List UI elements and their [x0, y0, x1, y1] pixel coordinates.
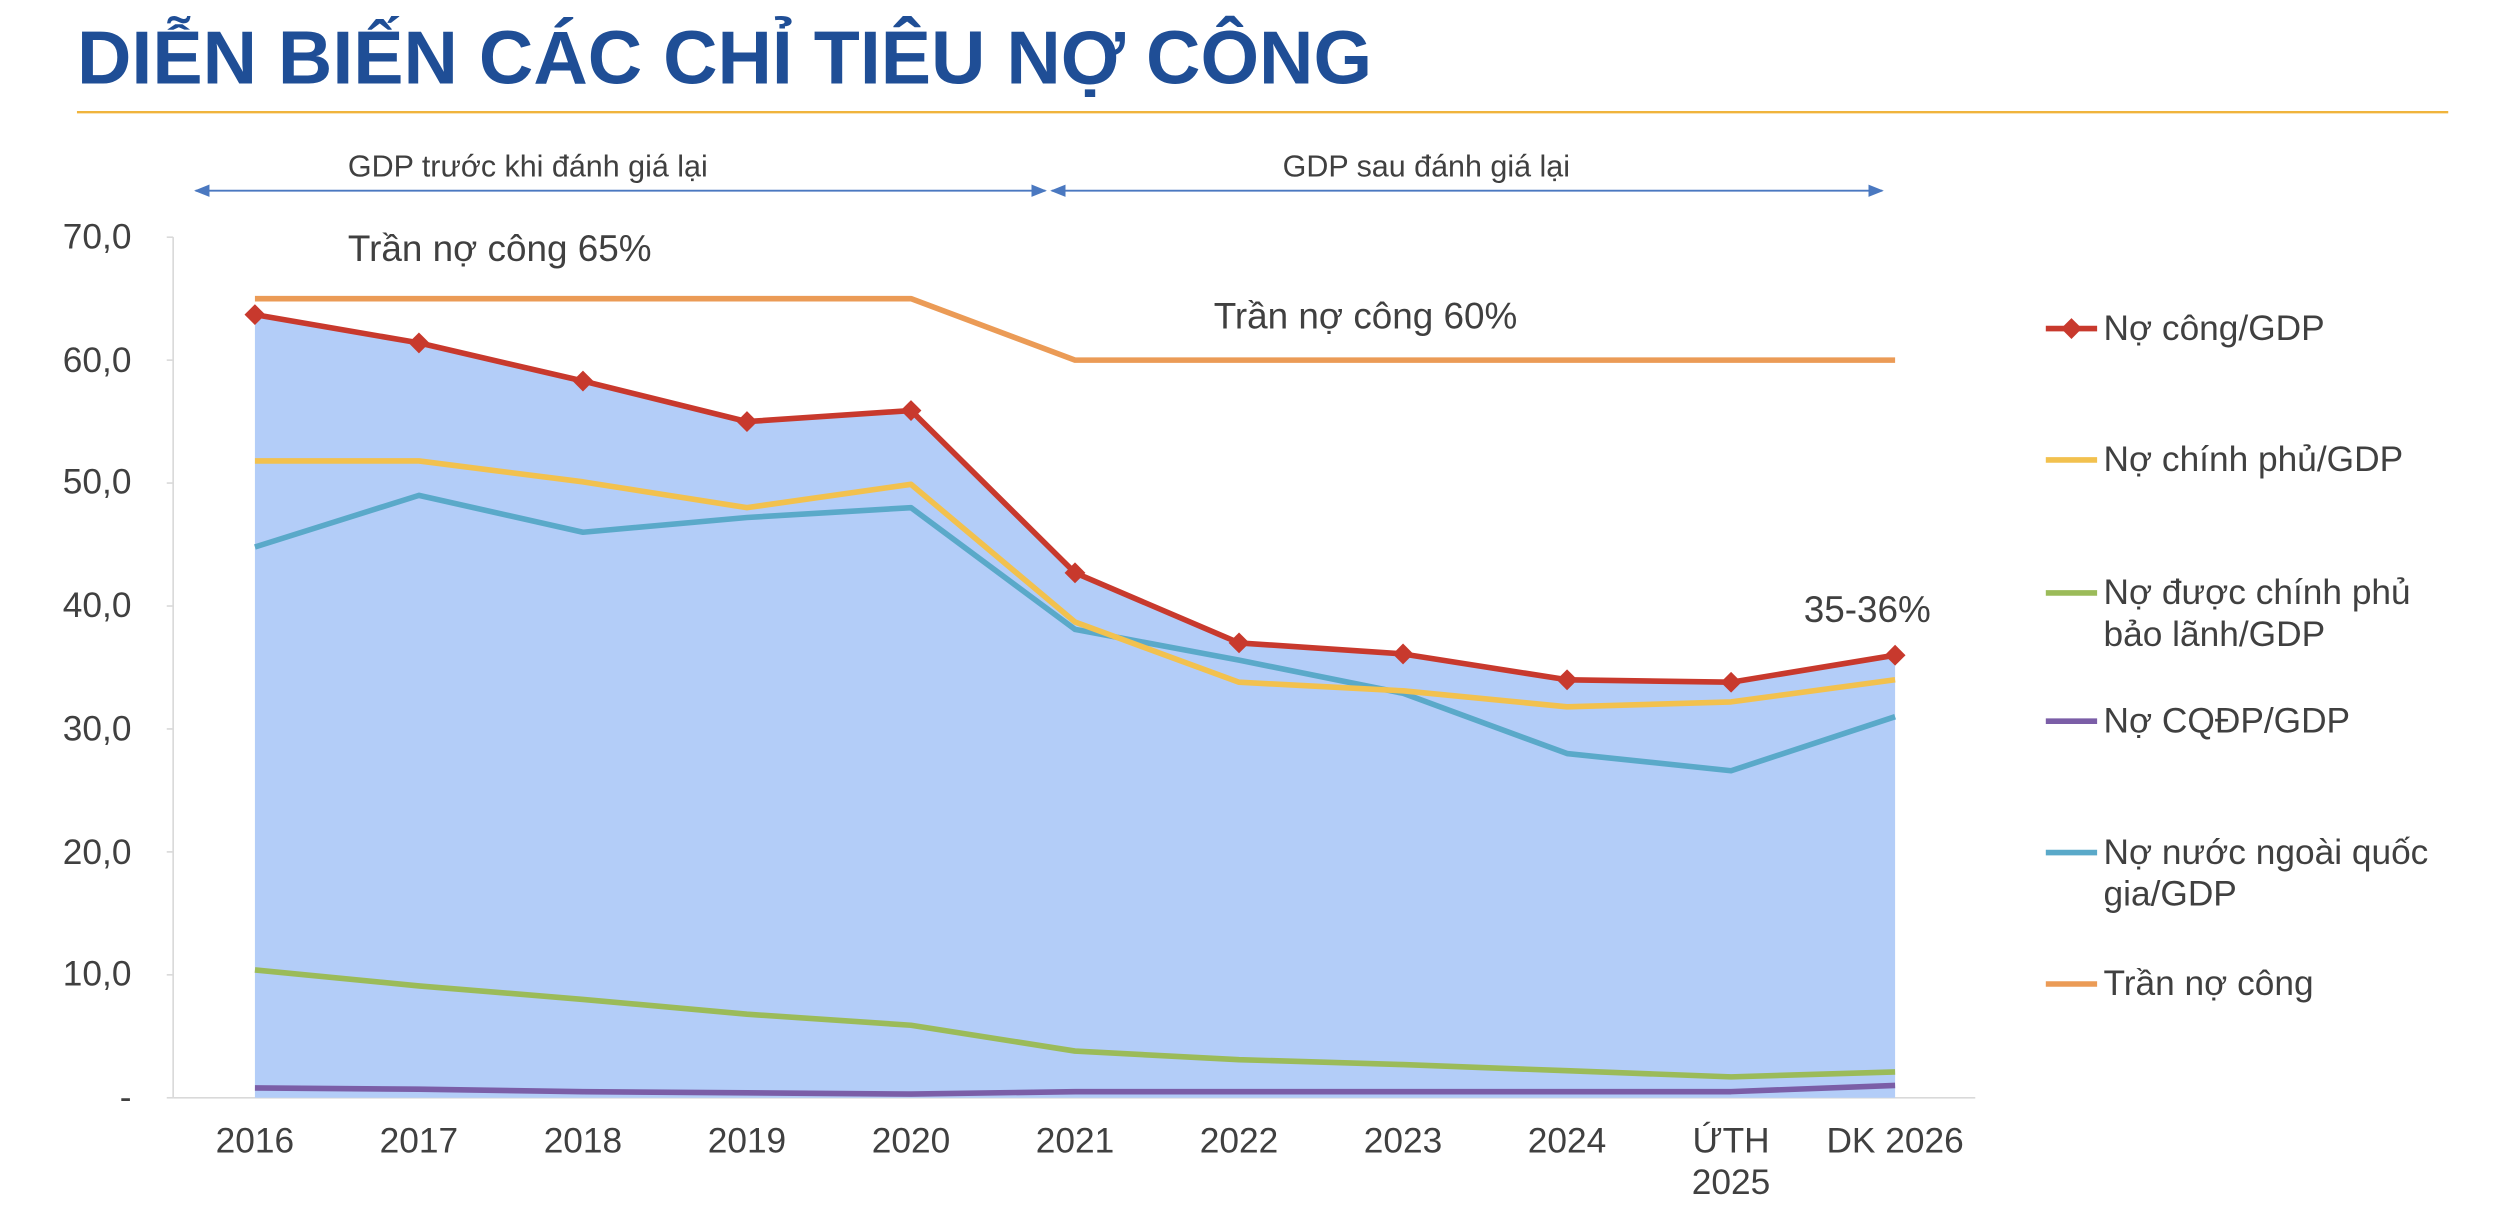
x-tick-label: 2021: [1035, 1120, 1115, 1161]
x-tick-label: 2019: [707, 1120, 787, 1161]
x-tick-label: 2017: [379, 1120, 459, 1161]
annotation: 35-36%: [1803, 588, 1931, 630]
series-line: [254, 967, 1896, 1080]
marker: [736, 411, 758, 433]
y-tick-label: -: [119, 1076, 132, 1118]
y-tick-label: 40,0: [62, 585, 132, 626]
x-tick-label: 2022: [1199, 1120, 1279, 1161]
legend-label: Nợ công/GDP: [2103, 307, 2325, 348]
annotation: GDP trước khi đánh giá lại: [347, 150, 708, 185]
x-tick-label: ỨTH 2025: [1691, 1120, 1771, 1202]
title: DIỄN BIẾN CÁC CHỈ TIÊU NỢ CÔNG: [76, 14, 1373, 100]
marker: [900, 400, 922, 421]
y-tick-label: 20,0: [62, 831, 132, 872]
legend-marker: [2061, 318, 2082, 339]
area: [254, 314, 1896, 1098]
annotation: Trần nợ công 60%: [1213, 294, 1518, 337]
series-line: [254, 492, 1896, 774]
legend-label: Nợ CQĐP/GDP: [2103, 700, 2351, 741]
legend-label: Nợ được chính phủ bảo lãnh/GDP: [2103, 572, 2411, 654]
legend-label: Trần nợ công: [2103, 963, 2314, 1004]
x-tick-label: DK 2026: [1826, 1120, 1964, 1161]
x-tick-label: 2018: [543, 1120, 623, 1161]
series-line: [254, 1082, 1896, 1097]
x-tick-label: 2016: [215, 1120, 295, 1161]
legend-label: Nợ chính phủ/GDP: [2103, 439, 2404, 480]
y-tick-label: 70,0: [62, 216, 132, 257]
legend-label: Nợ nước ngoài quốc gia/GDP: [2103, 831, 2429, 914]
series-line: [254, 458, 1896, 710]
annotation: Trần nợ công 65%: [347, 227, 652, 270]
y-tick-label: 10,0: [62, 953, 132, 995]
y-tick-label: 60,0: [62, 339, 132, 380]
y-tick-label: 50,0: [62, 462, 132, 503]
x-tick-label: 2024: [1527, 1120, 1607, 1161]
x-tick-label: 2020: [871, 1120, 951, 1161]
y-tick-label: 30,0: [62, 708, 132, 749]
annotation: GDP sau đánh giá lại: [1282, 150, 1570, 185]
marker: [1556, 669, 1578, 691]
x-tick-label: 2023: [1363, 1120, 1443, 1161]
series-line: [254, 295, 1896, 363]
